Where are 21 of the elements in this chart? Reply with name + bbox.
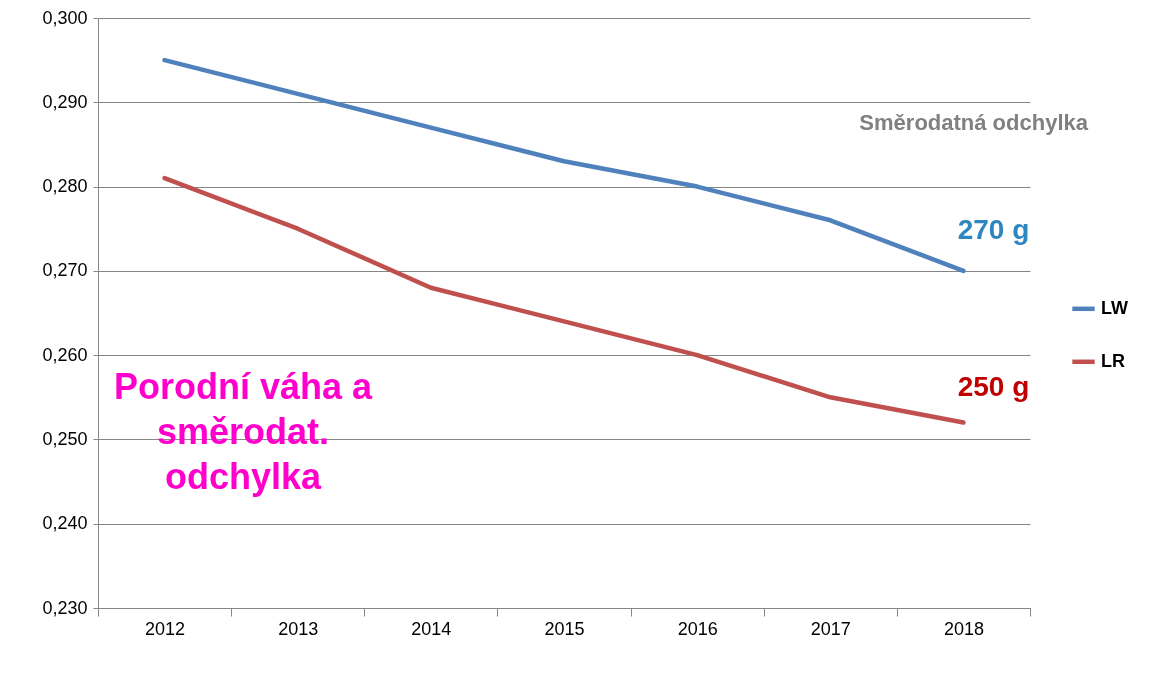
annotation: Porodní váha a směrodat. odchylka (113, 366, 373, 497)
y-tick-label: 0,300 (42, 7, 88, 28)
y-tick-label: 0,250 (42, 428, 88, 449)
x-tick-label: 2018 (943, 618, 984, 639)
legend-label: LR (1101, 350, 1125, 371)
y-tick-label: 0,290 (42, 91, 88, 112)
annotation: Směrodatná odchylka (859, 110, 1089, 135)
x-tick-label: 2016 (677, 618, 718, 639)
x-tick-label: 2017 (810, 618, 851, 639)
x-tick-label: 2015 (544, 618, 585, 639)
legend-label: LW (1101, 297, 1128, 318)
annotation: 250 g (957, 370, 1030, 402)
annotation: 270 g (957, 213, 1030, 245)
y-tick-label: 0,230 (42, 597, 88, 618)
x-tick-label: 2013 (278, 618, 319, 639)
x-tick-label: 2014 (411, 618, 452, 639)
y-tick-label: 0,240 (42, 513, 88, 534)
y-tick-label: 0,280 (42, 176, 88, 197)
x-tick-label: 2012 (145, 618, 186, 639)
y-tick-label: 0,260 (42, 344, 88, 365)
y-tick-label: 0,270 (42, 260, 88, 281)
